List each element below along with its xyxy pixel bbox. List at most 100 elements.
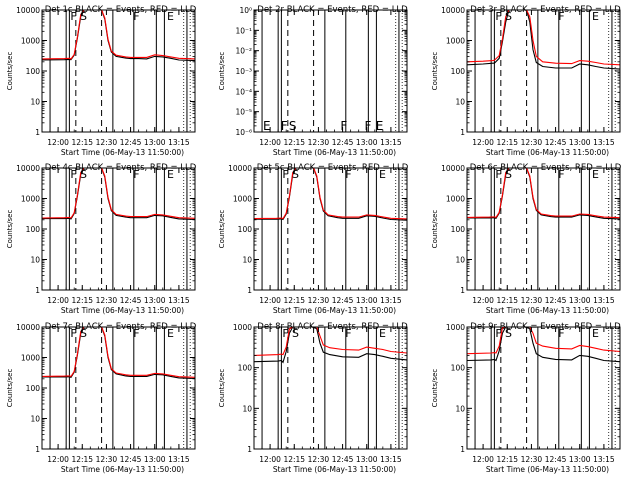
y-tick-label: 1000	[233, 195, 252, 204]
x-tick-label: 12:45	[120, 296, 142, 305]
x-tick-label: 12:15	[283, 296, 305, 305]
y-axis-label: Counts/sec	[431, 210, 439, 249]
y-tick-label: 100	[451, 225, 466, 234]
phase-marker: E	[592, 168, 599, 181]
phase-marker: F	[345, 327, 351, 340]
y-axis-label: Counts/sec	[431, 52, 439, 91]
lld-series-line	[466, 167, 621, 219]
y-tick-label: 100	[238, 364, 253, 373]
x-tick-label: 13:15	[168, 138, 190, 147]
y-tick-label: 1000	[446, 323, 465, 332]
x-axis-label: Start Time (06-May-13 11:50:00)	[486, 465, 609, 474]
y-tick-label: 1	[35, 445, 40, 454]
events-series-line	[253, 326, 408, 364]
x-tick-label: 12:15	[71, 138, 93, 147]
x-tick-label: 13:00	[144, 138, 166, 147]
phase-marker: F	[133, 10, 139, 23]
phase-marker: E	[167, 327, 174, 340]
y-axis-label: Counts/sec	[6, 210, 14, 249]
plot-frame	[466, 326, 621, 450]
y-axis-label: Counts/sec	[218, 52, 226, 91]
x-tick-label: 13:00	[144, 455, 166, 464]
phase-marker: S	[292, 168, 299, 181]
x-tick-label: 12:45	[545, 138, 567, 147]
x-tick-label: 12:45	[545, 455, 567, 464]
y-tick-label: 10⁻²	[235, 47, 252, 56]
plot-frame	[253, 326, 408, 450]
lld-series-line	[253, 326, 408, 356]
x-tick-label: 12:15	[496, 455, 518, 464]
phase-marker: F	[558, 168, 564, 181]
phase-marker: F	[70, 10, 76, 23]
y-tick-label: 1000	[446, 195, 465, 204]
events-series-line	[466, 326, 621, 363]
y-tick-label: 10⁻⁴	[235, 87, 252, 96]
phase-marker: F	[365, 119, 372, 133]
y-tick-label: 10	[455, 98, 465, 107]
phase-marker: F	[558, 327, 564, 340]
x-tick-label: 12:30	[308, 296, 330, 305]
x-tick-label: 13:00	[356, 138, 378, 147]
x-tick-label: 12:00	[472, 138, 494, 147]
phase-marker: S	[505, 10, 512, 23]
phase-marker: E	[592, 10, 599, 23]
phase-marker: F	[345, 168, 351, 181]
y-tick-label: 1	[247, 445, 252, 454]
y-tick-label: 1	[35, 286, 40, 295]
phase-marker: E	[592, 327, 599, 340]
y-tick-label: 10000	[16, 323, 40, 332]
y-tick-label: 100	[451, 364, 466, 373]
y-tick-label: 1000	[446, 37, 465, 46]
x-tick-label: 12:15	[496, 296, 518, 305]
lld-series-line	[253, 167, 408, 220]
x-tick-label: 13:15	[168, 296, 190, 305]
phase-marker: S	[505, 327, 512, 340]
x-tick-label: 13:00	[569, 138, 591, 147]
y-tick-label: 100	[26, 384, 41, 393]
phase-marker: E	[263, 119, 271, 133]
x-tick-label: 12:15	[71, 296, 93, 305]
x-tick-label: 12:30	[308, 138, 330, 147]
x-tick-label: 13:15	[380, 296, 402, 305]
plot-frame	[253, 9, 408, 133]
y-tick-label: 10	[30, 415, 40, 424]
x-axis-label: Start Time (06-May-13 11:50:00)	[273, 148, 396, 157]
y-tick-label: 100	[238, 225, 253, 234]
x-tick-label: 13:00	[356, 296, 378, 305]
x-tick-label: 13:15	[380, 455, 402, 464]
x-axis-label: Start Time (06-May-13 11:50:00)	[61, 465, 184, 474]
phase-marker: S	[80, 10, 87, 23]
y-tick-label: 10000	[16, 164, 40, 173]
phase-marker: S	[80, 327, 87, 340]
lld-series-line	[466, 9, 621, 66]
y-tick-label: 100	[26, 67, 41, 76]
phase-marker: F	[70, 168, 76, 181]
y-axis-label: Counts/sec	[431, 369, 439, 408]
x-tick-label: 12:15	[283, 138, 305, 147]
phase-marker: S	[289, 119, 297, 133]
phase-marker: F	[340, 119, 347, 133]
phase-marker: F	[495, 10, 501, 23]
phase-marker: F	[558, 10, 564, 23]
phase-marker: S	[292, 327, 299, 340]
phase-marker: E	[379, 168, 386, 181]
x-axis-label: Start Time (06-May-13 11:50:00)	[486, 148, 609, 157]
phase-marker: E	[379, 327, 386, 340]
y-tick-label: 10	[242, 404, 252, 413]
plot-frame	[41, 326, 196, 450]
plot-frame	[41, 167, 196, 291]
y-tick-label: 1000	[233, 323, 252, 332]
phase-marker: S	[80, 168, 87, 181]
y-tick-label: 1	[460, 445, 465, 454]
lld-series-line	[466, 326, 621, 355]
x-tick-label: 12:30	[521, 296, 543, 305]
x-tick-label: 12:45	[332, 138, 354, 147]
phase-marker: E	[376, 119, 384, 133]
x-tick-label: 12:00	[472, 296, 494, 305]
phase-marker: F	[282, 168, 288, 181]
phase-marker: F	[495, 327, 501, 340]
x-axis-label: Start Time (06-May-13 11:50:00)	[61, 306, 184, 315]
